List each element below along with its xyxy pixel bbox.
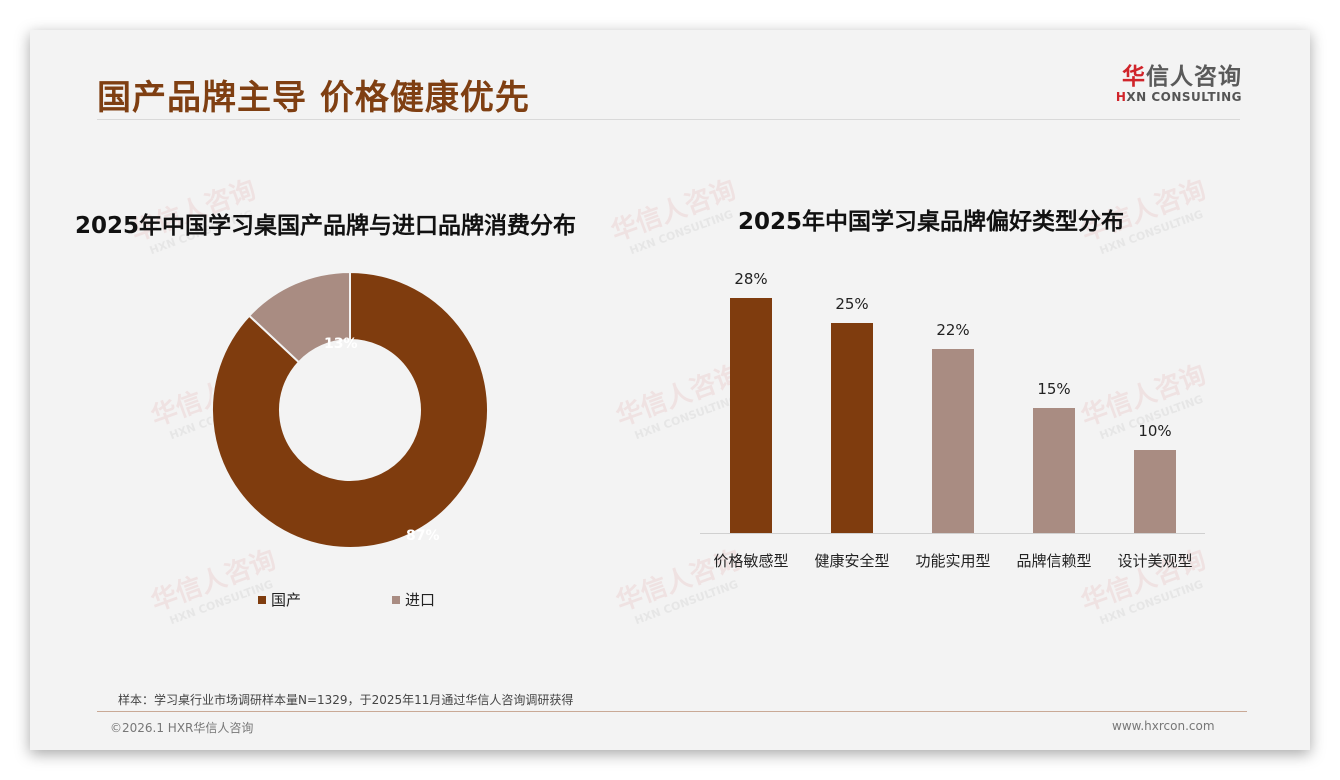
logo: 华信人咨询 HXN CONSULTING [1112,64,1242,104]
bar-value: 15% [1037,380,1071,398]
bar-value: 25% [835,295,869,313]
footer-divider [97,711,1247,712]
donut-chart-title: 2025年中国学习桌国产品牌与进口品牌消费分布 [75,213,577,239]
donut-slice-domestic[interactable] [211,270,489,549]
donut-label-domestic: 87% [406,528,440,544]
legend-item-domestic: 国产 [258,589,301,610]
legend-label: 国产 [271,591,302,609]
copyright: ©2026.1 HXR华信人咨询 [110,721,254,735]
legend-label: 进口 [405,591,436,609]
bar-chart-title: 2025年中国学习桌品牌偏好类型分布 [738,209,1125,235]
bar-health-safety[interactable] [831,323,873,533]
bar-category: 品牌信赖型 [1016,552,1092,570]
bar-functional[interactable] [932,349,974,533]
bar-price-sensitive[interactable] [730,298,772,533]
title-divider [97,119,1240,120]
donut-slice-imported[interactable] [247,270,351,364]
website-link[interactable]: www.hxrcon.com [1112,719,1215,733]
logo-cn: 华信人咨询 [1122,64,1242,90]
bar-chart: 28% 价格敏感型 25% 健康安全型 22% 功能实用型 15% 品牌信赖型 … [700,260,1210,580]
logo-en: HXN CONSULTING [1115,90,1242,104]
bar-brand-trust[interactable] [1033,408,1075,533]
legend-item-imported: 进口 [392,589,435,610]
donut-label-imported: 13% [324,336,358,352]
bar-value: 10% [1138,422,1172,440]
page-title: 国产品牌主导 价格健康优先 [97,78,530,118]
slide: 华信人咨询 HXN CONSULTING 华信人咨询 HXN CONSULTING … [30,30,1310,750]
sample-note: 样本：学习桌行业市场调研样本量N=1329，于2025年11月通过华信人咨询调研… [118,693,574,707]
bar-category: 设计美观型 [1117,552,1193,570]
legend-swatch-icon [258,595,266,604]
bar-category: 价格敏感型 [713,552,789,570]
bar-value: 22% [936,321,970,339]
bar-category: 健康安全型 [814,552,890,570]
x-axis-line [700,533,1205,534]
bar-design[interactable] [1134,450,1176,533]
donut-chart: 13% 87% [210,270,490,550]
legend-swatch-icon [392,595,400,604]
bar-category: 功能实用型 [915,552,991,570]
bar-value: 28% [734,270,768,288]
donut-svg [211,270,489,549]
